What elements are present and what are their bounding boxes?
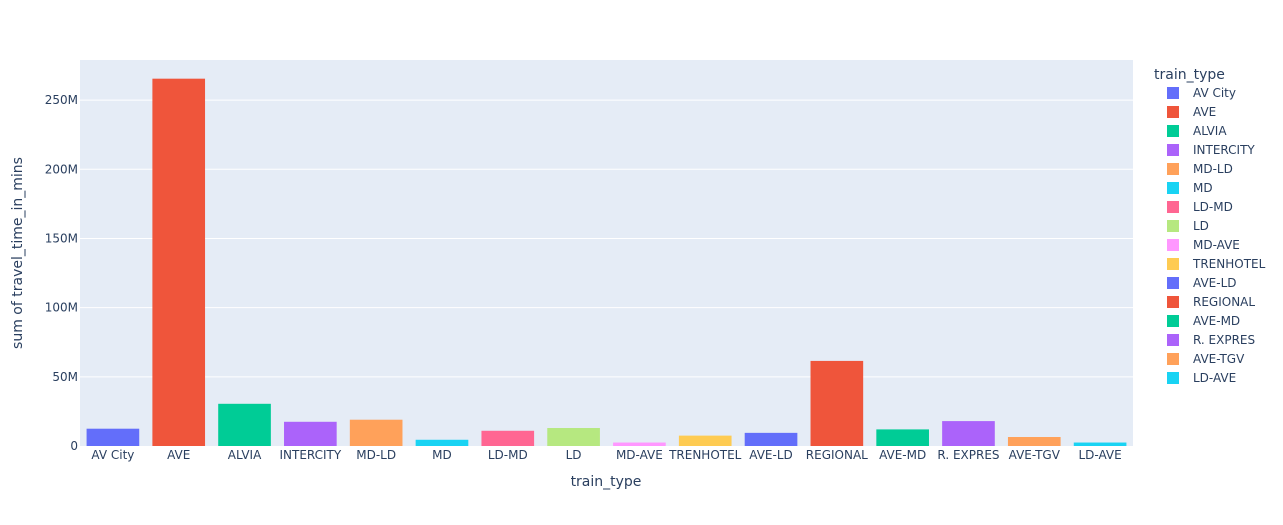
bar <box>876 429 929 446</box>
legend-swatch <box>1167 201 1179 213</box>
x-tick-label: INTERCITY <box>279 448 341 462</box>
x-tick-label: MD <box>432 448 452 462</box>
bar <box>744 432 798 446</box>
grid-lines <box>80 99 1133 378</box>
legend-swatch <box>1167 182 1179 194</box>
legend-label: AVE-TGV <box>1193 352 1245 366</box>
legend-label: LD-MD <box>1193 200 1233 214</box>
bar <box>613 442 666 446</box>
y-tick-label: 0 <box>70 439 78 453</box>
x-tick-label: REGIONAL <box>806 448 868 462</box>
x-tick-label: MD-AVE <box>616 448 663 462</box>
x-tick-label: ALVIA <box>228 448 262 462</box>
legend-label: MD-LD <box>1193 162 1233 176</box>
bar <box>1007 437 1061 446</box>
legend-label: R. EXPRES <box>1193 333 1255 347</box>
y-tick-labels: 0 50M 100M 150M 200M 250M <box>45 93 78 453</box>
y-tick-label: 100M <box>45 301 78 315</box>
x-tick-label: TRENHOTEL <box>668 448 742 462</box>
legend-label: AVE <box>1193 105 1216 119</box>
bar <box>152 78 206 446</box>
y-axis-title: sum of travel_time_in_mins <box>10 157 26 349</box>
x-tick-label: LD-MD <box>488 448 528 462</box>
bar <box>86 428 140 446</box>
legend-swatch <box>1167 125 1179 137</box>
legend-label: AVE-MD <box>1193 314 1240 328</box>
legend-label: REGIONAL <box>1193 295 1255 309</box>
y-tick-label: 50M <box>52 370 78 384</box>
legend-label: MD-AVE <box>1193 238 1240 252</box>
legend-title: train_type <box>1154 67 1225 83</box>
legend: AV City AVE ALVIA INTERCITY MD-LD MD LD-MD LD MD… <box>1167 86 1266 385</box>
legend-swatch <box>1167 239 1179 251</box>
legend-label: LD-AVE <box>1193 371 1236 385</box>
bar <box>942 421 995 446</box>
bar <box>1073 442 1127 446</box>
legend-swatch <box>1167 296 1179 308</box>
legend-label: AV City <box>1193 86 1236 100</box>
x-tick-label: LD <box>566 448 582 462</box>
legend-swatch <box>1167 144 1179 156</box>
legend-swatch <box>1167 372 1179 384</box>
bar <box>810 360 864 446</box>
x-tick-label: AVE <box>167 448 190 462</box>
bars <box>86 78 1127 446</box>
y-tick-label: 200M <box>45 162 78 176</box>
bar <box>218 403 271 446</box>
bar <box>415 439 469 446</box>
legend-label: AVE-LD <box>1193 276 1237 290</box>
x-tick-labels: AV City AVE ALVIA INTERCITY MD-LD MD LD-MD LD MD… <box>91 448 1121 462</box>
legend-label: MD <box>1193 181 1213 195</box>
plot-background <box>80 60 1133 446</box>
bar <box>547 428 600 446</box>
legend-swatch <box>1167 315 1179 327</box>
bar <box>284 421 337 446</box>
legend-swatch <box>1167 353 1179 365</box>
x-axis-title: train_type <box>571 474 642 490</box>
x-tick-label: R. EXPRES <box>937 448 999 462</box>
legend-swatch <box>1167 87 1179 99</box>
x-tick-label: AVE-MD <box>879 448 926 462</box>
legend-label: TRENHOTEL <box>1192 257 1266 271</box>
bar <box>349 419 403 446</box>
x-tick-label: AVE-TGV <box>1009 448 1061 462</box>
legend-label: ALVIA <box>1193 124 1227 138</box>
legend-swatch <box>1167 106 1179 118</box>
legend-swatch <box>1167 163 1179 175</box>
y-tick-label: 250M <box>45 93 78 107</box>
legend-label: LD <box>1193 219 1209 233</box>
x-tick-label: AV City <box>91 448 134 462</box>
x-tick-label: LD-AVE <box>1078 448 1121 462</box>
bar <box>481 430 535 446</box>
y-tick-label: 150M <box>45 231 78 245</box>
legend-label: INTERCITY <box>1193 143 1255 157</box>
bar <box>678 435 732 446</box>
x-tick-label: AVE-LD <box>749 448 793 462</box>
legend-swatch <box>1167 258 1179 270</box>
legend-swatch <box>1167 277 1179 289</box>
legend-swatch <box>1167 334 1179 346</box>
x-tick-label: MD-LD <box>356 448 396 462</box>
legend-swatch <box>1167 220 1179 232</box>
